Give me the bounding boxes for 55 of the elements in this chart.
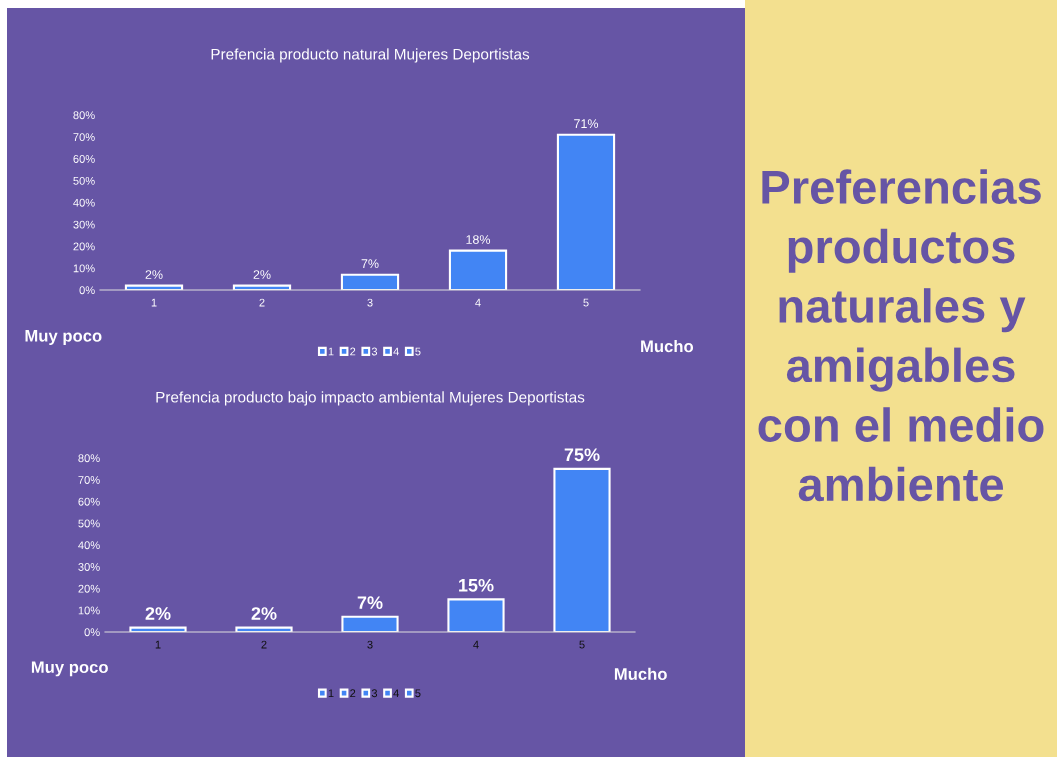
- x-tick-label: 2: [261, 640, 267, 649]
- legend-label: 3: [371, 347, 378, 356]
- y-tick-label: 60%: [78, 497, 100, 506]
- y-tick-label: 50%: [73, 176, 95, 185]
- text: Muy poco: [25, 330, 102, 346]
- y-tick-label: 30%: [73, 220, 95, 229]
- legend-label: 4: [393, 347, 399, 356]
- data-label: 2%: [145, 270, 163, 279]
- y-tick-label: 10%: [78, 606, 100, 615]
- legend-label: 4: [393, 689, 399, 698]
- text: Mucho: [614, 667, 667, 680]
- legend-label: 5: [415, 347, 421, 356]
- data-label: 7%: [357, 596, 383, 609]
- y-tick-label: 20%: [73, 242, 95, 251]
- y-tick-label: 80%: [73, 111, 95, 120]
- x-tick-label: 1: [155, 640, 161, 649]
- x-tick-label: 1: [151, 298, 157, 307]
- y-tick-label: 0%: [84, 628, 100, 637]
- data-label: 2%: [145, 607, 171, 620]
- y-tick-label: 30%: [78, 563, 100, 571]
- x-tick-label: 3: [367, 298, 373, 307]
- x-tick-label: 4: [475, 298, 481, 307]
- x-tick-label: 5: [583, 298, 589, 307]
- data-label: 15%: [459, 578, 494, 592]
- legend-label: 1: [328, 347, 334, 356]
- data-label: 18%: [466, 235, 491, 244]
- text: Preferencias productos naturales y amigables con el medio ambiente: [758, 169, 1044, 502]
- y-tick-label: 80%: [78, 454, 100, 463]
- y-tick-label: 70%: [78, 476, 100, 484]
- y-tick-label: 40%: [73, 198, 95, 207]
- y-tick-label: 60%: [73, 155, 95, 163]
- legend-label: 3: [371, 689, 378, 698]
- text: Mucho: [641, 339, 694, 353]
- legend-label: 5: [415, 689, 421, 698]
- chart-title: Prefencia producto natural Mujeres Deportistas: [211, 48, 530, 63]
- x-tick-label: 5: [579, 640, 585, 649]
- text: Muy poco: [31, 661, 108, 677]
- data-label: 2%: [251, 607, 277, 620]
- legend-label: 2: [350, 689, 356, 698]
- y-tick-label: 40%: [78, 541, 100, 550]
- data-label: 75%: [564, 448, 600, 462]
- x-tick-label: 2: [259, 298, 265, 307]
- y-tick-label: 50%: [78, 519, 100, 528]
- chart-title: Prefencia producto bajo impacto ambiental Mujeres Deportistas: [156, 391, 585, 406]
- x-tick-label: 4: [473, 640, 479, 649]
- x-tick-label: 3: [367, 640, 373, 649]
- y-tick-label: 0%: [79, 286, 95, 295]
- data-label: 71%: [574, 119, 599, 128]
- data-label: 7%: [361, 259, 379, 268]
- data-label: 2%: [253, 270, 271, 279]
- legend-label: 1: [328, 689, 334, 698]
- y-tick-label: 70%: [73, 133, 95, 142]
- legend-label: 2: [350, 347, 356, 356]
- y-tick-label: 10%: [73, 264, 95, 273]
- y-tick-label: 20%: [78, 584, 100, 593]
